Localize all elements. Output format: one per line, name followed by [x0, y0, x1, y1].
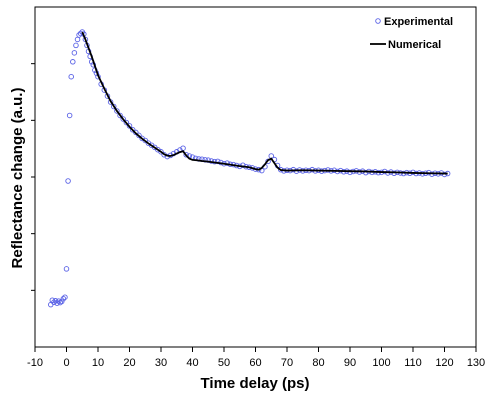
experimental-point: [136, 132, 142, 139]
experimental-point: [391, 170, 397, 177]
x-tick-label: 20: [123, 357, 135, 369]
x-tick-label: -10: [27, 357, 43, 369]
x-tick-label: 80: [312, 357, 324, 369]
experimental-point: [126, 123, 133, 129]
experimental-point: [60, 295, 67, 302]
x-axis-title: Time delay (ps): [201, 375, 310, 392]
x-tick-label: 60: [249, 357, 261, 369]
x-tick-label: 40: [186, 357, 198, 369]
experimental-point: [65, 178, 71, 184]
experimental-point: [347, 169, 353, 176]
experimental-point: [66, 112, 73, 119]
y-axis-title: Reflectance change (a.u.): [9, 88, 26, 269]
x-tick-labels: -10 0 10 20 30 40 50 60 70 80 90 100 110 120 130: [27, 357, 485, 369]
experimental-point: [120, 116, 126, 122]
experimental-point: [71, 50, 78, 56]
x-tick-label: 70: [281, 357, 293, 369]
experimental-point: [265, 158, 271, 165]
experimental-point: [183, 152, 189, 158]
legend-experimental-label: Experimental: [384, 16, 453, 28]
experimental-point: [240, 162, 246, 168]
x-tick-label: 30: [155, 357, 167, 369]
experimental-point: [363, 169, 369, 176]
experimental-point: [110, 103, 117, 110]
experimental-point: [441, 171, 448, 178]
experimental-point: [158, 149, 164, 155]
y-tick-group: [31, 63, 35, 291]
experimental-point: [129, 126, 136, 133]
experimental-point: [114, 108, 120, 114]
experimental-point: [73, 42, 79, 49]
experimental-point: [133, 129, 139, 136]
experimental-point: [70, 59, 76, 65]
experimental-point: [123, 119, 130, 126]
legend-experimental-marker: [375, 18, 381, 24]
plot-frame: [34, 6, 477, 348]
experimental-point: [57, 299, 63, 306]
x-tick-group: [34, 347, 477, 352]
x-tick-label: 0: [63, 357, 69, 369]
legend-box: [365, 11, 471, 53]
legend-numerical-label: Numerical: [388, 39, 441, 51]
experimental-point: [55, 298, 62, 304]
experimental-point: [63, 266, 70, 272]
x-tick-label: 50: [218, 357, 230, 369]
experimental-point: [62, 294, 68, 300]
experimental-point: [142, 137, 148, 144]
x-tick-label: 90: [344, 357, 356, 369]
experimental-point: [59, 298, 65, 305]
legend: Experimental Numerical: [365, 11, 471, 53]
experimental-point: [68, 73, 74, 80]
x-tick-label: 120: [435, 357, 453, 369]
x-tick-label: 130: [467, 357, 485, 369]
x-tick-label: 10: [92, 357, 104, 369]
numerical-series-line: [81, 31, 448, 175]
experimental-point: [117, 112, 123, 119]
x-tick-label: 110: [404, 357, 422, 369]
x-tick-label: 100: [372, 357, 390, 369]
